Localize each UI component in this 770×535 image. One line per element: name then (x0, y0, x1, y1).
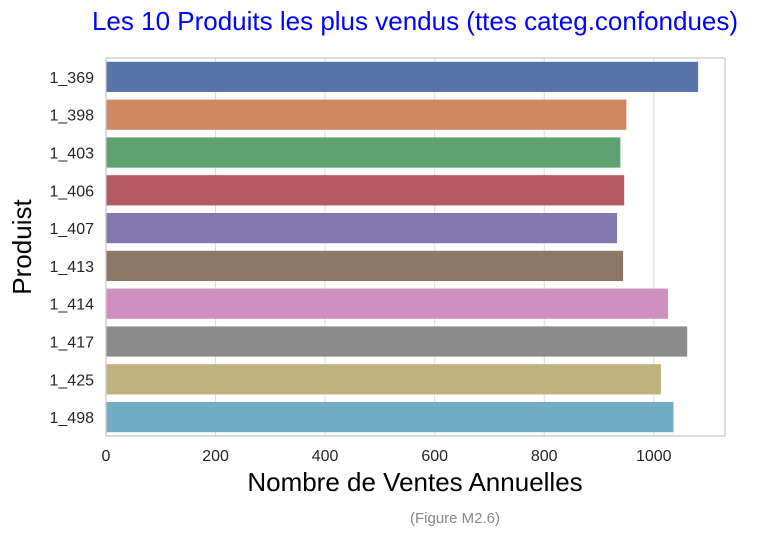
y-tick-label: 1_369 (50, 70, 95, 87)
x-tick-label: 200 (202, 448, 229, 465)
y-axis-label: Produist (7, 199, 37, 295)
bar-1_498 (106, 401, 674, 433)
x-tick-label: 1000 (636, 448, 672, 465)
bar-1_413 (106, 250, 624, 282)
x-axis-label: Nombre de Ventes Annuelles (247, 467, 582, 497)
y-tick-label: 1_425 (50, 372, 95, 389)
plot-border (105, 57, 726, 437)
bar-1_369 (106, 61, 699, 93)
y-tick-label: 1_407 (50, 221, 95, 238)
figure-caption: (Figure M2.6) (410, 510, 500, 527)
y-tick-label: 1_413 (50, 259, 95, 276)
bars (106, 61, 699, 433)
bar-1_407 (106, 212, 618, 244)
y-tick-label: 1_417 (50, 335, 95, 352)
x-tick-label: 600 (421, 448, 448, 465)
bar-1_406 (106, 175, 625, 206)
bar-1_425 (106, 364, 661, 395)
y-tick-labels: 1_369 1_398 1_403 1_406 1_407 1_413 1_414 1_417… (50, 70, 95, 427)
bar-1_403 (106, 137, 621, 168)
x-tick-label: 800 (531, 448, 558, 465)
y-tick-label: 1_398 (50, 108, 95, 125)
bar-1_417 (106, 326, 688, 357)
chart-title: Les 10 Produits les plus vendus (ttes ca… (92, 6, 738, 36)
x-tick-label: 400 (312, 448, 339, 465)
x-tick-labels: 0 200 400 600 800 1000 (102, 448, 672, 465)
x-tick-label: 0 (102, 448, 111, 465)
bar-1_414 (106, 288, 669, 319)
bar-1_398 (106, 99, 627, 130)
y-tick-label: 1_414 (50, 297, 95, 314)
y-tick-label: 1_406 (50, 183, 95, 200)
y-tick-label: 1_498 (50, 410, 95, 427)
y-tick-label: 1_403 (50, 146, 95, 163)
